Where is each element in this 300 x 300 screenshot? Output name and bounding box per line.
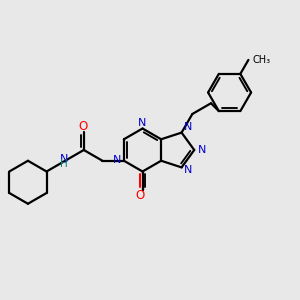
Text: N: N bbox=[138, 118, 147, 128]
Text: N: N bbox=[59, 154, 68, 164]
Text: CH₃: CH₃ bbox=[253, 55, 271, 65]
Text: N: N bbox=[197, 145, 206, 155]
Text: N: N bbox=[184, 122, 192, 132]
Text: N: N bbox=[183, 165, 192, 175]
Text: H: H bbox=[60, 159, 68, 169]
Text: O: O bbox=[78, 120, 88, 134]
Text: O: O bbox=[135, 189, 144, 202]
Text: N: N bbox=[113, 155, 122, 165]
